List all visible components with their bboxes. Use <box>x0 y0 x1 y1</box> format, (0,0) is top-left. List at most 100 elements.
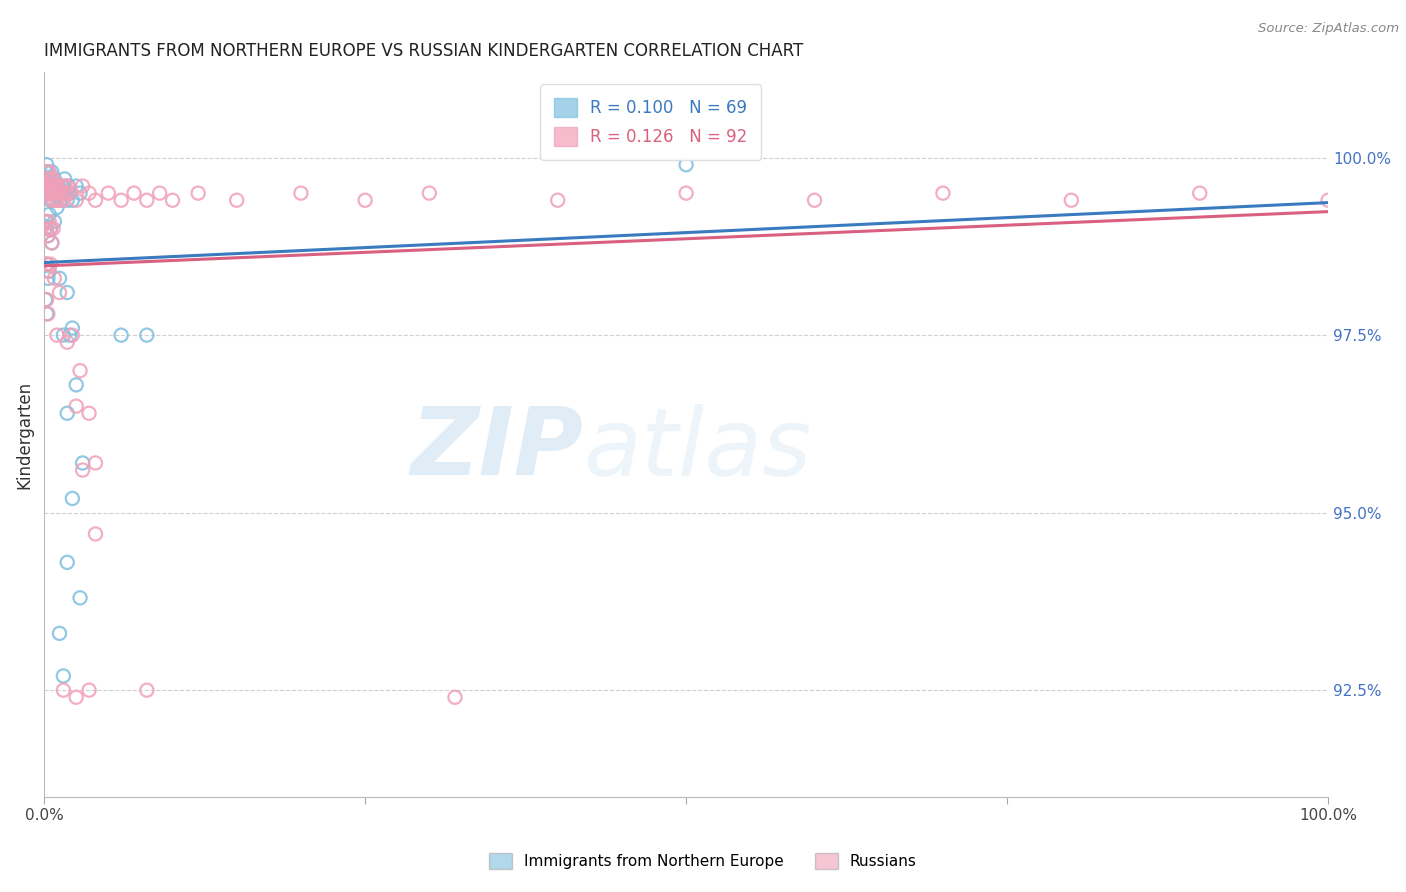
Point <box>37 186 59 201</box>
Text: atlas: atlas <box>583 403 811 494</box>
Point <box>77 683 100 698</box>
Point <box>77 406 100 420</box>
Point <box>135 683 157 698</box>
Point <box>38 186 60 201</box>
Point <box>41 186 63 201</box>
Point <box>35 165 58 179</box>
Point <box>69 364 91 378</box>
Point <box>65 377 87 392</box>
Point <box>59 328 82 343</box>
Point <box>41 165 63 179</box>
Point <box>42 172 65 186</box>
Point <box>45 186 67 201</box>
Point <box>65 399 87 413</box>
Point <box>418 186 440 201</box>
Point <box>69 186 91 201</box>
Point <box>53 172 76 186</box>
Point <box>34 221 56 235</box>
Point <box>49 179 72 194</box>
Point <box>49 193 72 207</box>
Point <box>52 669 75 683</box>
Text: Source: ZipAtlas.com: Source: ZipAtlas.com <box>1258 22 1399 36</box>
Point <box>39 186 62 201</box>
Point <box>35 221 58 235</box>
Point <box>225 193 247 207</box>
Point <box>1188 186 1211 201</box>
Point <box>37 165 59 179</box>
Point <box>44 172 66 186</box>
Point <box>162 193 184 207</box>
Point <box>41 235 63 250</box>
Point <box>46 179 69 194</box>
Point <box>48 193 70 207</box>
Point <box>84 527 107 541</box>
Point <box>39 193 62 207</box>
Point <box>803 193 825 207</box>
Point <box>35 172 58 186</box>
Point <box>56 406 79 420</box>
Text: ZIP: ZIP <box>411 403 583 495</box>
Legend: Immigrants from Northern Europe, Russians: Immigrants from Northern Europe, Russian… <box>484 847 922 875</box>
Point <box>35 186 58 201</box>
Point <box>44 271 66 285</box>
Point <box>110 328 132 343</box>
Point <box>52 186 75 201</box>
Point <box>34 172 56 186</box>
Point <box>37 271 59 285</box>
Point <box>547 193 569 207</box>
Text: IMMIGRANTS FROM NORTHERN EUROPE VS RUSSIAN KINDERGARTEN CORRELATION CHART: IMMIGRANTS FROM NORTHERN EUROPE VS RUSSI… <box>44 42 803 60</box>
Point <box>72 463 94 477</box>
Point <box>35 158 58 172</box>
Point <box>122 186 145 201</box>
Point <box>35 307 58 321</box>
Point <box>34 165 56 179</box>
Point <box>72 179 94 194</box>
Point <box>38 179 60 194</box>
Point <box>56 179 79 194</box>
Legend: R = 0.100   N = 69, R = 0.126   N = 92: R = 0.100 N = 69, R = 0.126 N = 92 <box>540 85 761 160</box>
Point <box>135 328 157 343</box>
Point <box>41 179 63 194</box>
Point <box>290 186 312 201</box>
Point <box>65 179 87 194</box>
Point <box>46 328 69 343</box>
Point <box>39 172 62 186</box>
Point <box>675 158 697 172</box>
Point <box>59 186 82 201</box>
Point <box>46 186 69 201</box>
Point <box>34 214 56 228</box>
Point <box>84 456 107 470</box>
Point <box>44 186 66 201</box>
Point <box>51 179 73 194</box>
Point <box>56 555 79 569</box>
Point <box>37 228 59 243</box>
Point <box>38 165 60 179</box>
Point <box>35 179 58 194</box>
Point <box>46 179 69 194</box>
Point <box>34 293 56 307</box>
Point <box>51 186 73 201</box>
Point <box>149 186 172 201</box>
Point <box>60 491 83 506</box>
Point <box>932 186 955 201</box>
Point <box>37 307 59 321</box>
Point <box>44 179 66 194</box>
Point <box>48 285 70 300</box>
Point <box>60 328 83 343</box>
Point <box>69 591 91 605</box>
Point <box>37 228 59 243</box>
Point <box>55 186 77 201</box>
Point <box>52 193 75 207</box>
Point <box>55 186 77 201</box>
Point <box>56 193 79 207</box>
Point <box>39 221 62 235</box>
Point <box>65 193 87 207</box>
Point <box>56 285 79 300</box>
Point <box>39 257 62 271</box>
Point <box>46 186 69 201</box>
Point <box>354 193 377 207</box>
Point <box>35 293 58 307</box>
Point <box>41 193 63 207</box>
Point <box>42 193 65 207</box>
Point <box>675 186 697 201</box>
